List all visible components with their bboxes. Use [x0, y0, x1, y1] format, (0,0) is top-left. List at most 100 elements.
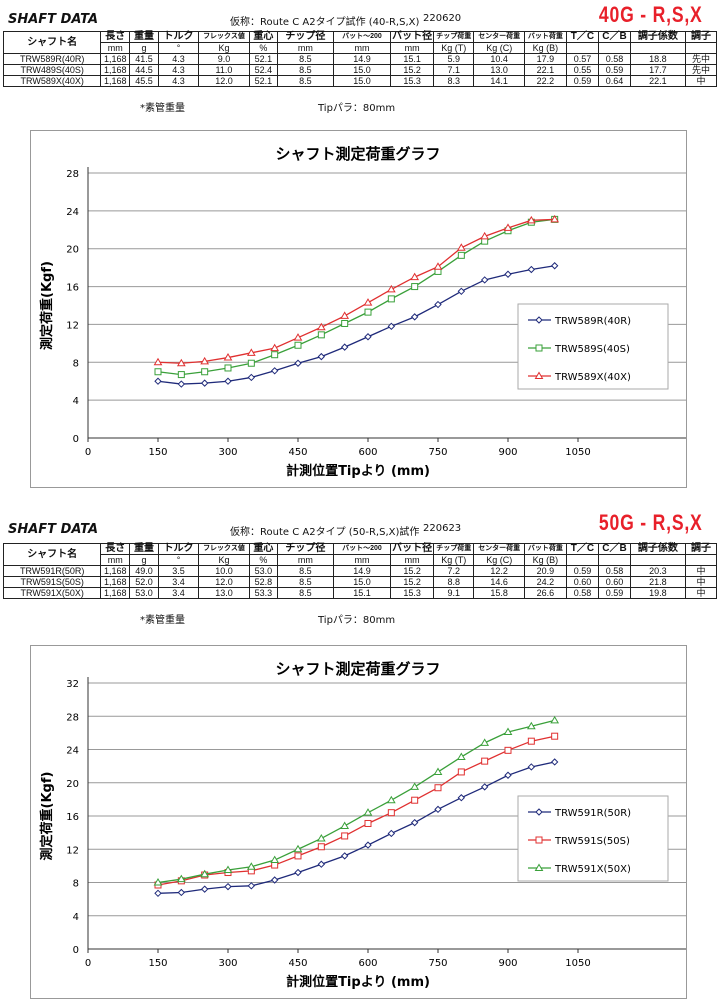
triangle-marker: [316, 833, 326, 842]
table-cell: 12.0: [198, 75, 250, 87]
table-cell: 14.9: [332, 565, 392, 577]
table-cell: TRW591R(50R): [2, 565, 102, 577]
table-row: TRW589X(40X) 1,168 45.5 4.3 12.0 52.1 8.5 15.0 1…: [2, 75, 717, 87]
y-axis-label: 測定荷重(Kgf): [39, 772, 55, 861]
series-line: [157, 218, 555, 376]
load-chart-50g: シャフト測定荷重グラフ 0 4 8 12 16 20 24 28 32 0 150 300 450 600 7…: [30, 645, 687, 999]
unit-cell: [629, 554, 686, 566]
series-line: [157, 735, 555, 886]
table-cell: 1,168: [100, 587, 131, 599]
column-header: バット荷重: [524, 31, 567, 43]
diamond-marker: [294, 359, 302, 367]
diamond-marker: [294, 868, 302, 877]
unit-cell: mm: [100, 42, 131, 54]
x-tick-label: 450: [288, 447, 307, 458]
unit-cell: [629, 42, 686, 54]
diamond-marker: [364, 841, 372, 849]
y-tick-label: 12: [66, 320, 79, 331]
table-cell: 1,168: [100, 576, 131, 588]
shaft-data-table: シャフト名 長さ 重量 トルク フレックス値 重心 チップ径 バット～200 バット径 チップ荷重…: [2, 543, 717, 599]
diamond-marker: [387, 829, 396, 838]
triangle-marker: [386, 795, 396, 804]
table-cell: 7.2: [433, 565, 475, 577]
table-cell: 1,168: [100, 53, 131, 65]
x-tick-label: 900: [498, 447, 517, 458]
triangle-marker: [456, 243, 466, 251]
note-raw-weight: *素管重量: [140, 615, 185, 626]
table-cell: 中: [684, 565, 717, 577]
square-marker: [201, 368, 209, 376]
diamond-marker: [270, 876, 279, 884]
table-cell: 1,168: [100, 565, 131, 577]
table-cell: 41.5: [129, 53, 159, 65]
unit-cell: Kg: [198, 554, 250, 566]
weight-badge: 40G - R,S,X: [599, 2, 703, 27]
table-cell: 49.0: [129, 565, 159, 577]
x-axis-label: 計測位置Tipより (mm): [286, 974, 430, 990]
x-tick-label: 600: [358, 958, 377, 969]
table-cell: 44.5: [129, 64, 159, 76]
table-cell: 52.1: [248, 75, 278, 87]
triangle-marker: [340, 821, 350, 829]
legend-label: TRW591R(50R): [554, 808, 631, 819]
x-tick-label: 450: [288, 958, 307, 969]
table-cell: TRW591X(50X): [2, 587, 102, 599]
table-cell: 17.7: [629, 64, 686, 76]
diamond-marker: [527, 265, 536, 274]
table-cell: 0.55: [565, 64, 600, 76]
x-tick-label: 150: [148, 958, 167, 969]
triangle-marker: [340, 311, 350, 319]
triangle-marker: [503, 223, 513, 231]
section-subtitle: 仮称：Route C A2タイプ試作 (40-R,S,X): [230, 17, 420, 28]
table-cell: 先中: [684, 53, 717, 65]
diamond-marker: [224, 882, 232, 891]
triangle-marker: [550, 214, 560, 223]
diamond-marker: [550, 262, 559, 270]
square-marker: [411, 283, 419, 291]
table-cell: 15.1: [332, 587, 392, 599]
table-cell: 15.0: [332, 576, 392, 588]
table-cell: 15.3: [390, 587, 435, 599]
unit-cell: mm: [276, 554, 334, 566]
column-header: チップ径: [276, 543, 334, 555]
table-cell: 15.0: [332, 75, 392, 87]
square-marker: [481, 757, 489, 765]
diamond-marker: [457, 794, 466, 802]
y-tick-label: 4: [73, 912, 79, 923]
table-cell: 20.9: [524, 565, 567, 577]
triangle-marker: [363, 298, 373, 306]
triangle-marker: [270, 343, 280, 352]
diamond-marker: [154, 889, 162, 898]
diamond-marker: [224, 377, 232, 385]
table-cell: 8.5: [276, 565, 334, 577]
square-marker: [535, 344, 543, 352]
table-cell: 3.5: [157, 565, 200, 577]
diamond-marker: [410, 313, 419, 321]
diamond-marker: [434, 805, 442, 814]
triangle-marker: [526, 215, 536, 224]
square-marker: [294, 341, 302, 349]
y-tick-label: 8: [73, 879, 79, 890]
column-header: 調子: [684, 31, 717, 43]
table-cell: 10.4: [473, 53, 526, 65]
square-marker: [387, 809, 395, 817]
load-chart-40g: シャフト測定荷重グラフ 0 4 8 12 16 20 24 28 0 150 300 450 600 750…: [30, 130, 687, 488]
square-marker: [341, 319, 349, 327]
unit-cell: Kg (T): [433, 554, 475, 566]
table-cell: 22.1: [524, 64, 567, 76]
weight-badge: 50G - R,S,X: [599, 510, 703, 535]
diamond-marker: [154, 377, 162, 385]
column-header: 調子係数: [629, 543, 686, 555]
table-cell: 0.58: [598, 53, 631, 65]
note-tip-parallel: Tipパラ：80mm: [318, 615, 396, 626]
unit-cell: Kg (B): [524, 554, 567, 566]
square-marker: [364, 308, 372, 316]
table-row: TRW589R(40R) 1,168 41.5 4.3 9.0 52.1 8.5 14.9 15…: [2, 53, 717, 65]
note-raw-weight: *素管重量: [140, 103, 185, 114]
diamond-marker: [177, 888, 186, 897]
table-cell: TRW489S(40S): [2, 64, 102, 76]
triangle-marker: [550, 715, 560, 724]
triangle-marker: [153, 878, 163, 886]
square-marker: [247, 359, 255, 367]
table-cell: 19.8: [629, 587, 686, 599]
